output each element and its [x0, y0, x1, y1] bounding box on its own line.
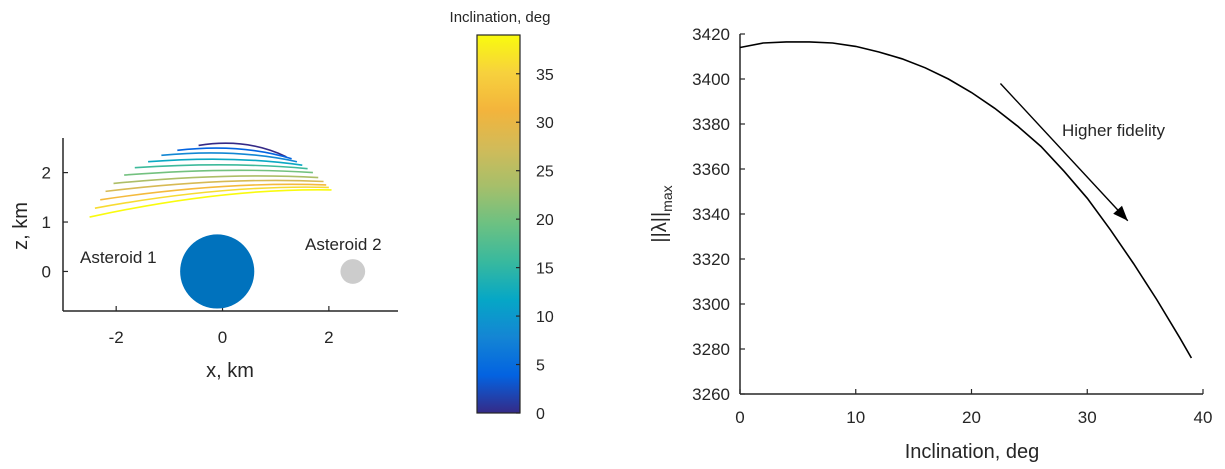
right-y-tick-label: 3420 — [692, 25, 730, 44]
right-y-tick-label: 3400 — [692, 70, 730, 89]
right-y-axis-label-main: ||λ|| — [649, 212, 671, 243]
right-x-tick-label: 40 — [1194, 408, 1213, 427]
right-x-axis-label: Inclination, deg — [905, 441, 1040, 463]
right-y-tick-label: 3340 — [692, 205, 730, 224]
trajectory-line — [161, 152, 298, 163]
trajectory-line — [113, 175, 319, 185]
colorbar-tick-label: 25 — [536, 164, 554, 181]
right-y-tick-label: 3260 — [692, 385, 730, 404]
colorbar-title: Inclination, deg — [450, 9, 551, 26]
right-y-tick-label: 3280 — [692, 340, 730, 359]
trajectory-line — [198, 142, 287, 158]
left-x-axis-label: x, km — [206, 360, 254, 382]
left-y-tick-label: 1 — [42, 213, 51, 232]
right-y-tick-label: 3300 — [692, 295, 730, 314]
colorbar-tick-label: 10 — [536, 309, 554, 326]
trajectory-line — [148, 158, 303, 166]
trajectory-line — [124, 169, 313, 176]
left-y-tick-label: 0 — [42, 262, 51, 281]
trajectory-line — [100, 183, 327, 201]
right-x-tick-label: 30 — [1078, 408, 1097, 427]
trajectory-line — [94, 186, 329, 209]
colorbar-tick-label: 20 — [536, 212, 554, 229]
right-y-axis-label-sub: max — [659, 185, 675, 211]
left-x-tick-label: -2 — [109, 328, 124, 347]
colorbar-gradient — [476, 34, 521, 414]
left-x-tick-label: 0 — [218, 328, 227, 347]
left-y-axis-label: z, km — [10, 202, 32, 250]
trajectory-line — [89, 188, 332, 218]
left-x-tick-label: 2 — [324, 328, 333, 347]
left-y-tick-label: 2 — [42, 164, 51, 183]
right-y-tick-label: 3320 — [692, 250, 730, 269]
colorbar: Inclination, deg 0 5 10 15 20 25 30 35 — [450, 9, 554, 423]
higher-fidelity-arrow — [999, 83, 1129, 222]
asteroid-body — [340, 259, 366, 284]
asteroid-1-label: Asteroid 1 — [80, 248, 157, 267]
colorbar-tick-label: 15 — [536, 261, 554, 278]
lambda-series-line — [739, 41, 1193, 359]
colorbar-tick-label: 0 — [536, 406, 545, 423]
colorbar-tick-label: 30 — [536, 115, 554, 132]
arrowhead-icon — [1113, 205, 1128, 221]
right-x-tick-label: 20 — [962, 408, 981, 427]
trajectory-line — [105, 179, 324, 193]
colorbar-tick-label: 35 — [536, 67, 554, 84]
right-x-tick-label: 0 — [735, 408, 744, 427]
higher-fidelity-label: Higher fidelity — [1062, 121, 1165, 140]
colorbar-tick-label: 5 — [536, 358, 545, 375]
trajectory-plot: -2 0 2 0 1 2 Asteroid 1 Asteroid 2 x, km z, k… — [10, 138, 398, 382]
right-y-tick-label: 3380 — [692, 115, 730, 134]
asteroid-2-label: Asteroid 2 — [305, 235, 382, 254]
trajectory-line — [177, 147, 292, 160]
right-x-tick-label: 10 — [846, 408, 865, 427]
right-y-axis-label: ||λ||max — [649, 185, 675, 242]
asteroid-body — [180, 234, 255, 309]
right-y-tick-label: 3360 — [692, 160, 730, 179]
lambda-plot: 0 10 20 30 40 3260 3280 3300 3320 3340 3360 3380 34… — [649, 25, 1212, 463]
trajectory-line — [134, 164, 308, 170]
